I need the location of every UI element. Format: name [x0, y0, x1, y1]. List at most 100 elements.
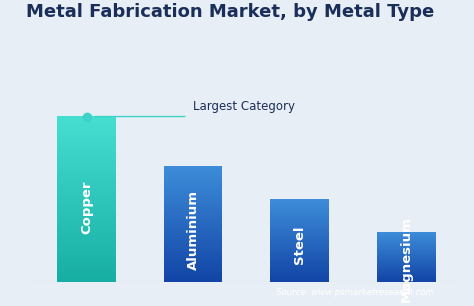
Bar: [164, 180, 222, 181]
Bar: [377, 275, 436, 276]
Bar: [377, 246, 436, 247]
Bar: [57, 221, 116, 222]
Bar: [57, 177, 116, 178]
Bar: [57, 229, 116, 231]
Bar: [271, 269, 329, 270]
Bar: [164, 245, 222, 246]
Bar: [377, 260, 436, 261]
Bar: [271, 253, 329, 254]
Bar: [271, 270, 329, 271]
Bar: [57, 185, 116, 187]
Bar: [271, 252, 329, 253]
Bar: [164, 252, 222, 253]
Bar: [57, 158, 116, 159]
Bar: [164, 233, 222, 234]
Bar: [57, 277, 116, 279]
Bar: [57, 138, 116, 140]
Bar: [271, 241, 329, 242]
Text: Aluminium: Aluminium: [187, 189, 200, 270]
Bar: [377, 242, 436, 243]
Text: Magnesium: Magnesium: [400, 216, 413, 302]
Bar: [57, 248, 116, 250]
Bar: [271, 265, 329, 266]
Bar: [164, 200, 222, 201]
Bar: [57, 202, 116, 203]
Bar: [377, 273, 436, 274]
Bar: [57, 140, 116, 141]
Bar: [164, 190, 222, 191]
Bar: [57, 246, 116, 247]
Bar: [271, 219, 329, 220]
Bar: [164, 269, 222, 270]
Bar: [271, 277, 329, 278]
Bar: [57, 159, 116, 161]
Bar: [57, 262, 116, 264]
Bar: [164, 186, 222, 187]
Bar: [271, 210, 329, 211]
Bar: [57, 225, 116, 226]
Bar: [271, 203, 329, 204]
Bar: [271, 255, 329, 256]
Bar: [57, 257, 116, 258]
Bar: [164, 197, 222, 198]
Bar: [164, 242, 222, 243]
Bar: [271, 261, 329, 262]
Bar: [164, 166, 222, 167]
Bar: [377, 272, 436, 273]
Bar: [57, 184, 116, 185]
Bar: [377, 250, 436, 251]
Bar: [57, 280, 116, 282]
Bar: [377, 239, 436, 240]
Bar: [57, 165, 116, 166]
Bar: [377, 252, 436, 253]
Bar: [377, 232, 436, 233]
Bar: [164, 267, 222, 268]
Bar: [164, 251, 222, 252]
Bar: [57, 188, 116, 189]
Bar: [57, 272, 116, 273]
Bar: [164, 256, 222, 257]
Bar: [164, 208, 222, 209]
Bar: [377, 257, 436, 258]
Bar: [57, 173, 116, 174]
Bar: [57, 236, 116, 237]
Bar: [271, 208, 329, 209]
Text: Source: www.psmarketresearch.com: Source: www.psmarketresearch.com: [276, 289, 435, 297]
Bar: [271, 220, 329, 221]
Bar: [271, 224, 329, 225]
Bar: [57, 217, 116, 218]
Bar: [377, 253, 436, 254]
Bar: [271, 244, 329, 245]
Bar: [271, 259, 329, 260]
Bar: [271, 241, 329, 242]
Bar: [57, 125, 116, 126]
Bar: [377, 243, 436, 244]
Bar: [164, 218, 222, 219]
Bar: [271, 222, 329, 223]
Bar: [271, 202, 329, 203]
Bar: [57, 203, 116, 204]
Bar: [377, 251, 436, 252]
Text: Copper: Copper: [80, 181, 93, 234]
Bar: [164, 178, 222, 180]
Bar: [271, 209, 329, 210]
Bar: [377, 281, 436, 282]
Bar: [164, 203, 222, 204]
Bar: [271, 273, 329, 274]
Bar: [164, 185, 222, 186]
Bar: [377, 245, 436, 246]
Bar: [377, 276, 436, 277]
Bar: [271, 260, 329, 261]
Bar: [164, 248, 222, 249]
Bar: [271, 240, 329, 241]
Bar: [271, 207, 329, 208]
Bar: [271, 212, 329, 213]
Bar: [377, 262, 436, 263]
Bar: [377, 271, 436, 272]
Bar: [164, 260, 222, 261]
Bar: [164, 174, 222, 175]
Bar: [271, 205, 329, 206]
Bar: [164, 247, 222, 248]
Bar: [57, 155, 116, 156]
Bar: [271, 252, 329, 253]
